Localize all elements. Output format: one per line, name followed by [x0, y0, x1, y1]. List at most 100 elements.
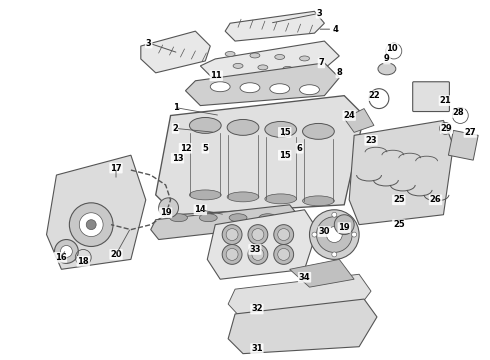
FancyBboxPatch shape — [413, 82, 449, 112]
Ellipse shape — [258, 65, 268, 70]
Text: 24: 24 — [343, 111, 355, 120]
Circle shape — [326, 227, 342, 243]
Ellipse shape — [302, 196, 334, 206]
Text: 2: 2 — [172, 124, 178, 133]
Circle shape — [252, 229, 264, 240]
Text: 19: 19 — [160, 208, 172, 217]
Polygon shape — [207, 210, 318, 279]
Text: 6: 6 — [296, 144, 302, 153]
Text: 30: 30 — [318, 227, 330, 236]
Ellipse shape — [265, 121, 296, 137]
Ellipse shape — [233, 63, 243, 68]
Circle shape — [60, 246, 73, 257]
Circle shape — [70, 203, 113, 247]
Ellipse shape — [250, 53, 260, 58]
Circle shape — [352, 232, 357, 237]
Polygon shape — [200, 41, 339, 81]
Ellipse shape — [170, 214, 188, 222]
Circle shape — [386, 43, 402, 59]
Circle shape — [278, 248, 290, 260]
Text: 21: 21 — [440, 96, 451, 105]
Text: 28: 28 — [453, 108, 464, 117]
Circle shape — [226, 248, 238, 260]
Text: 7: 7 — [318, 58, 324, 67]
Text: 19: 19 — [339, 223, 350, 232]
Circle shape — [248, 225, 268, 244]
Text: 22: 22 — [368, 91, 380, 100]
Text: 29: 29 — [441, 124, 452, 133]
Text: 3: 3 — [146, 39, 151, 48]
Ellipse shape — [227, 120, 259, 135]
Ellipse shape — [240, 83, 260, 93]
Text: 1: 1 — [172, 103, 178, 112]
Text: 11: 11 — [210, 71, 222, 80]
Polygon shape — [228, 299, 377, 354]
Text: 4: 4 — [332, 25, 338, 34]
Circle shape — [332, 252, 337, 257]
Text: 25: 25 — [393, 195, 405, 204]
Ellipse shape — [270, 84, 290, 94]
Ellipse shape — [302, 123, 334, 139]
Text: 18: 18 — [77, 257, 89, 266]
Polygon shape — [344, 109, 374, 132]
Circle shape — [274, 244, 294, 264]
Circle shape — [222, 225, 242, 244]
Text: 33: 33 — [249, 245, 261, 254]
Polygon shape — [47, 155, 146, 269]
Ellipse shape — [299, 56, 310, 61]
Text: 20: 20 — [110, 250, 122, 259]
Polygon shape — [290, 260, 354, 287]
Ellipse shape — [378, 63, 396, 75]
Text: 25: 25 — [393, 220, 405, 229]
Polygon shape — [156, 96, 364, 215]
Circle shape — [332, 212, 337, 217]
Circle shape — [86, 220, 96, 230]
Circle shape — [274, 225, 294, 244]
Text: 32: 32 — [251, 305, 263, 314]
Circle shape — [54, 239, 78, 264]
Ellipse shape — [275, 54, 285, 59]
Text: 31: 31 — [251, 344, 263, 353]
Ellipse shape — [265, 194, 296, 204]
Text: 26: 26 — [430, 195, 441, 204]
Text: 34: 34 — [299, 273, 310, 282]
Circle shape — [222, 244, 242, 264]
Text: 16: 16 — [54, 253, 66, 262]
Text: 23: 23 — [365, 136, 377, 145]
Circle shape — [159, 198, 178, 218]
Ellipse shape — [227, 192, 259, 202]
Ellipse shape — [283, 66, 293, 71]
Circle shape — [312, 232, 317, 237]
Ellipse shape — [190, 117, 221, 133]
Text: 8: 8 — [337, 68, 342, 77]
Ellipse shape — [259, 214, 277, 222]
Text: 12: 12 — [180, 144, 191, 153]
Text: 10: 10 — [386, 44, 398, 53]
Ellipse shape — [225, 51, 235, 57]
Circle shape — [226, 229, 238, 240]
Text: 15: 15 — [279, 128, 291, 137]
Ellipse shape — [210, 82, 230, 92]
Ellipse shape — [229, 214, 247, 222]
Polygon shape — [448, 130, 478, 160]
Circle shape — [310, 210, 359, 260]
Circle shape — [248, 244, 268, 264]
Polygon shape — [151, 205, 297, 239]
Text: 13: 13 — [172, 154, 183, 163]
Polygon shape — [185, 63, 339, 105]
Circle shape — [334, 215, 354, 235]
Text: 9: 9 — [384, 54, 390, 63]
Ellipse shape — [308, 68, 318, 73]
Polygon shape — [225, 11, 324, 41]
Text: 3: 3 — [317, 9, 322, 18]
Polygon shape — [228, 274, 371, 317]
Ellipse shape — [190, 190, 221, 200]
Circle shape — [317, 217, 352, 252]
Text: 14: 14 — [195, 205, 206, 214]
Ellipse shape — [299, 85, 319, 95]
Text: 17: 17 — [110, 163, 122, 172]
Circle shape — [278, 229, 290, 240]
Polygon shape — [141, 31, 210, 73]
Text: 27: 27 — [465, 128, 476, 137]
Circle shape — [79, 213, 103, 237]
